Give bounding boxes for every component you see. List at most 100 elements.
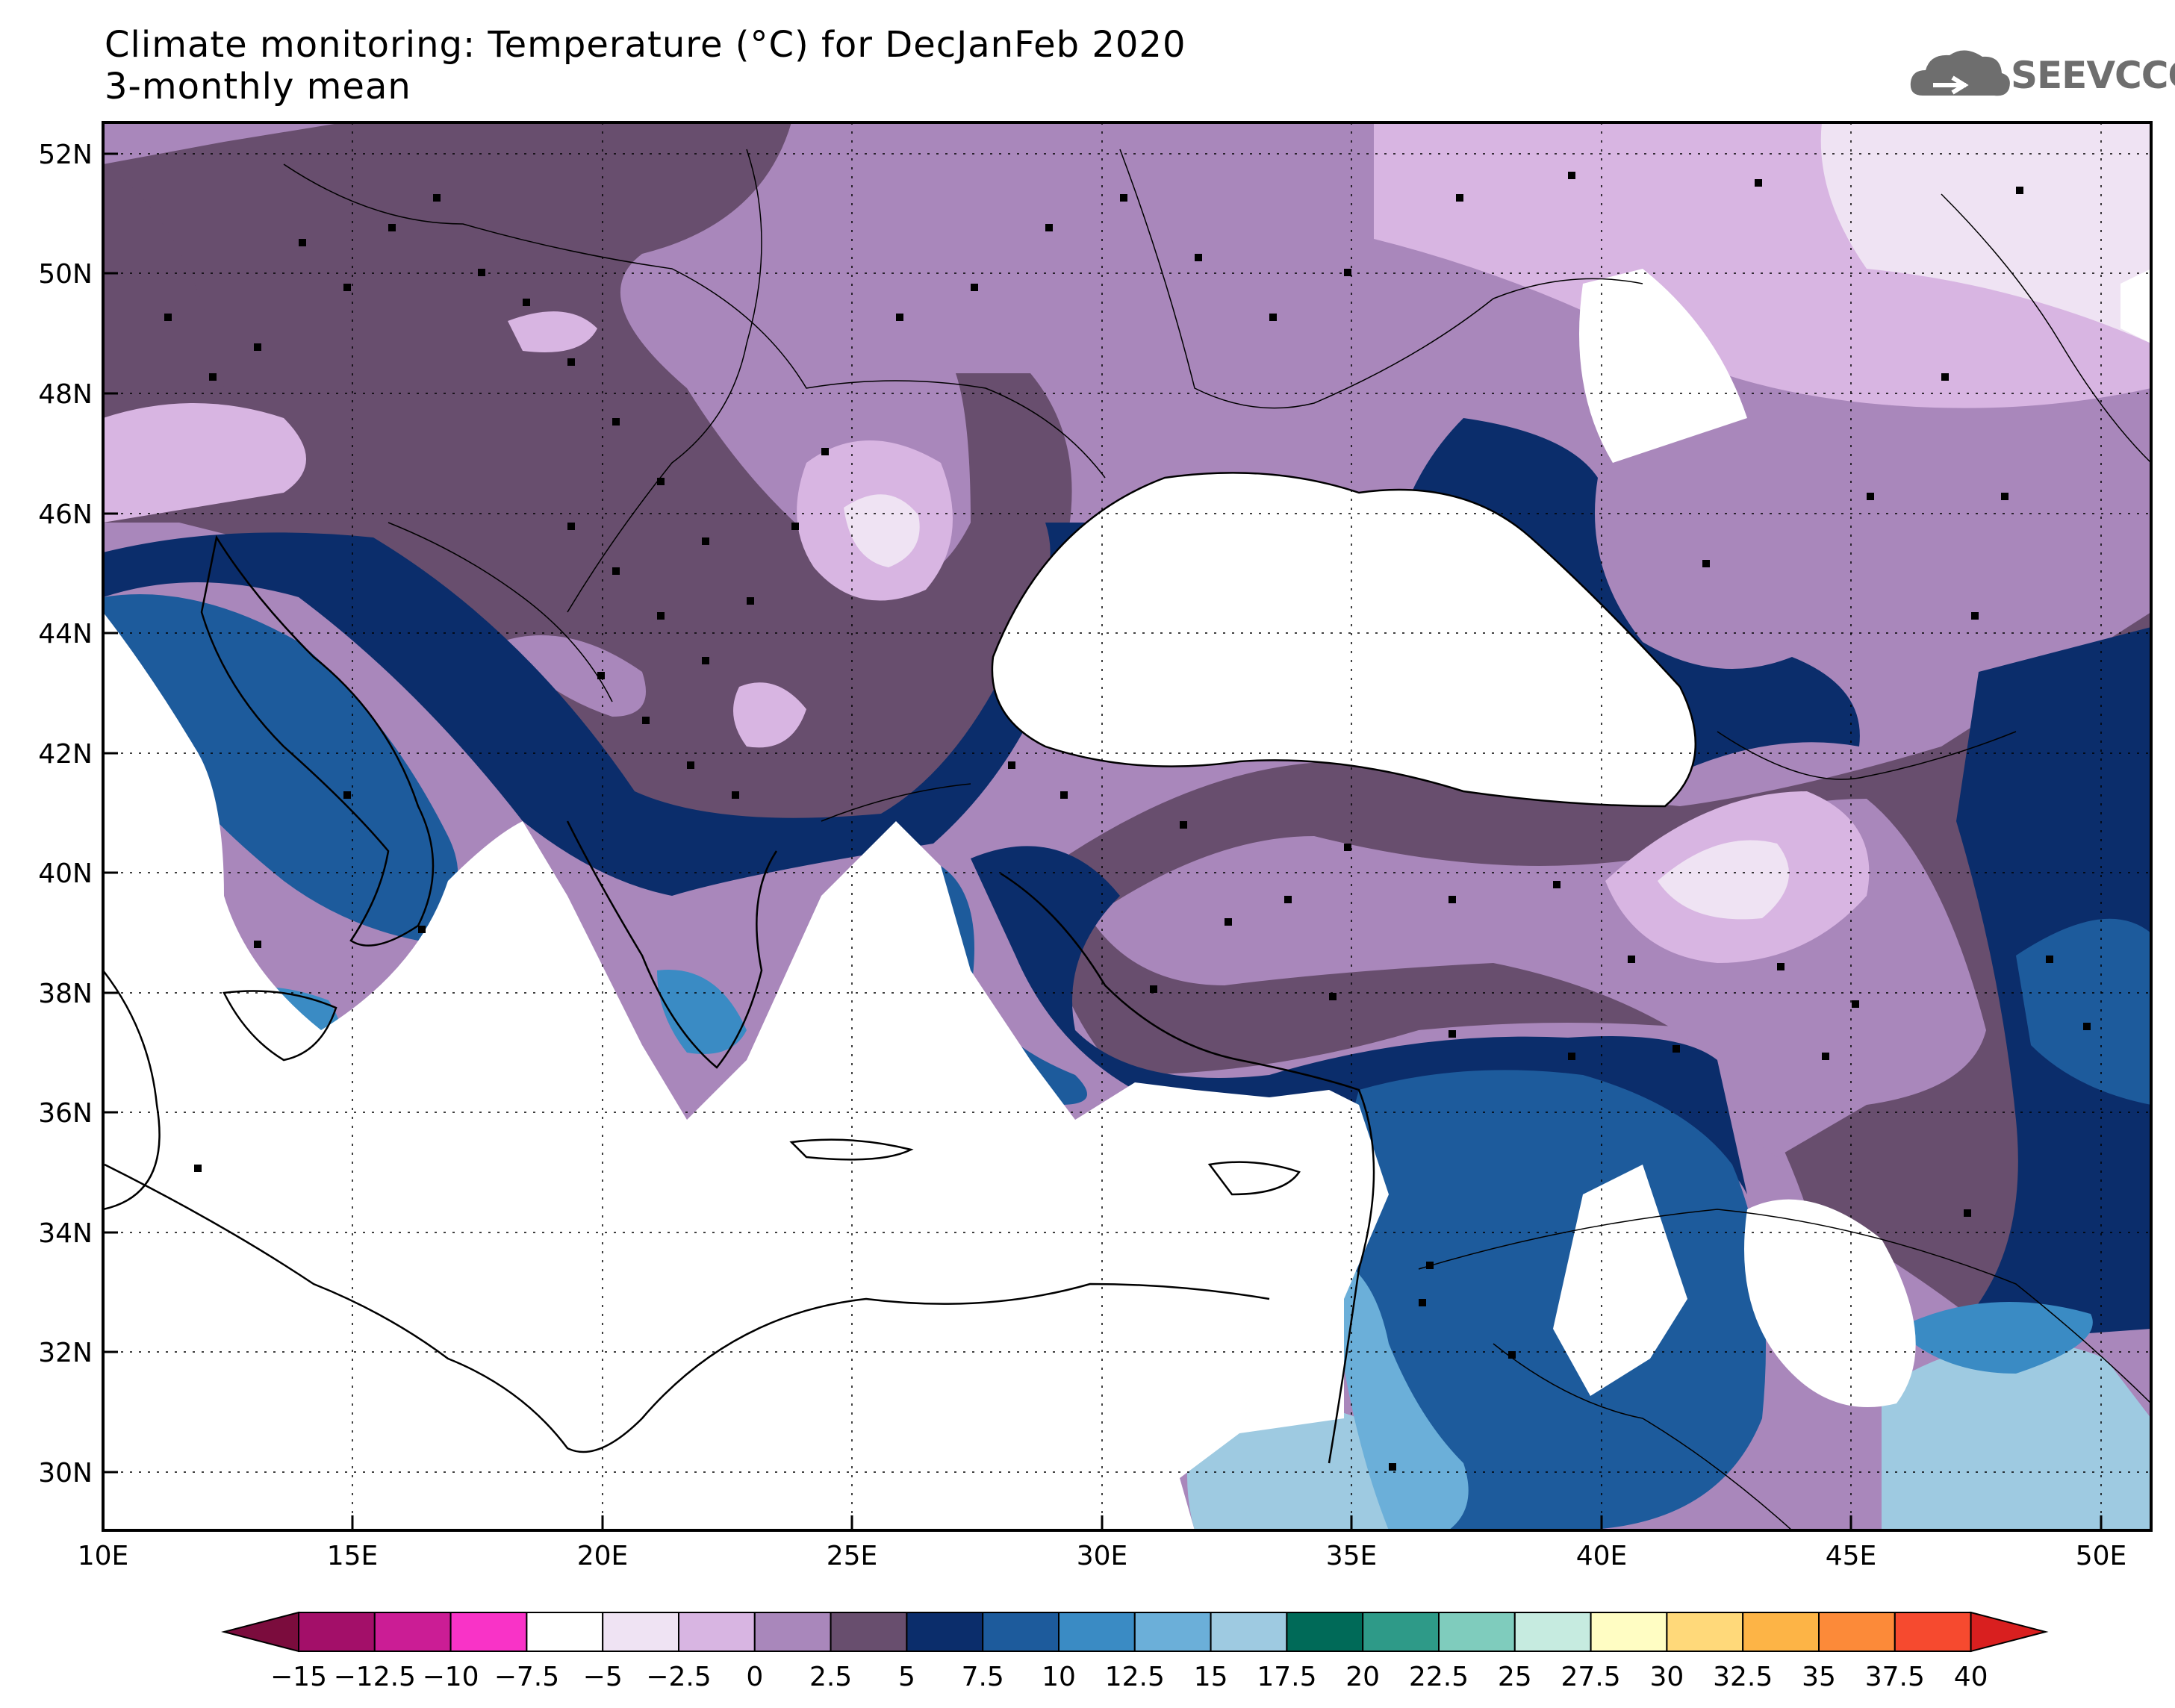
colorbar-segment [678, 1612, 756, 1652]
borders [283, 149, 2151, 1530]
colorbar-label: 40 [1954, 1662, 1988, 1692]
logo-text: SEEVCCC [2011, 54, 2175, 97]
colorbar-segment [1438, 1612, 1516, 1652]
lat-label: 52N [38, 140, 93, 170]
colorbar-label: −15 [270, 1662, 327, 1692]
lat-label: 38N [38, 979, 93, 1009]
lat-labels: 52N 50N 48N 46N 44N 42N 40N 38N 36N 34N … [38, 140, 93, 1489]
colorbar-segment [298, 1612, 376, 1652]
colorbar-label: 15 [1194, 1662, 1228, 1692]
field-15-17.5-gulf [1882, 1341, 2151, 1530]
lon-labels: 10E 15E 20E 25E 30E 35E 40E 45E 50E [78, 1541, 2127, 1571]
lon-label: 35E [1326, 1541, 1378, 1571]
field-lilac-czech [508, 311, 597, 352]
colorbar-segment [1894, 1612, 1972, 1652]
lat-label: 32N [38, 1338, 93, 1368]
colorbar-segment [602, 1612, 680, 1652]
colorbar-segment [449, 1612, 528, 1652]
field-5-7.5-balkan-coast [103, 523, 1090, 896]
colorbar-label: 22.5 [1409, 1662, 1469, 1692]
colorbar-label: 5 [898, 1662, 915, 1692]
no-data-north [1579, 269, 1747, 463]
colorbar-label: −2.5 [646, 1662, 711, 1692]
mediterranean-sea [103, 612, 1389, 1530]
colorbar-segment [830, 1612, 908, 1652]
field-lilac-alps [103, 403, 306, 523]
colorbar-label: 0 [746, 1662, 763, 1692]
colorbar-segment [1133, 1612, 1212, 1652]
tick-marks [103, 152, 2103, 1530]
lat-label: 42N [38, 739, 93, 770]
lon-label: 50E [2076, 1541, 2127, 1571]
colorbar-label: 2.5 [809, 1662, 852, 1692]
lat-label: 36N [38, 1098, 93, 1129]
cloud-logo-icon [1910, 50, 2010, 96]
colorbar-segment [1818, 1612, 1896, 1652]
colorbar-arrow-low [221, 1611, 299, 1653]
field-pale-north-east [1820, 122, 2151, 343]
colorbar-label: 32.5 [1713, 1662, 1773, 1692]
colorbar-segment [1286, 1612, 1364, 1652]
colorbar-segment [1058, 1612, 1136, 1652]
field-7.5-10-italy [103, 594, 458, 941]
colorbar-label: −12.5 [334, 1662, 416, 1692]
lat-label: 50N [38, 259, 93, 290]
lat-label: 34N [38, 1218, 93, 1249]
coastlines [103, 472, 1697, 1464]
colorbar-segment [373, 1612, 452, 1652]
lon-label: 40E [1576, 1541, 1628, 1571]
colorbar-segment [1362, 1612, 1440, 1652]
field-10-12.5-greece [657, 970, 747, 1054]
lon-label: 25E [827, 1541, 878, 1571]
lon-label: 15E [327, 1541, 379, 1571]
colorbar-label: 30 [1649, 1662, 1684, 1692]
title-line-1: Climate monitoring: Temperature (°C) for… [105, 24, 1186, 66]
lon-label: 10E [78, 1541, 129, 1571]
lat-label: 30N [38, 1458, 93, 1489]
lat-label: 44N [38, 619, 93, 649]
colorbar-label: 10 [1042, 1662, 1076, 1692]
colorbar-segment [526, 1612, 604, 1652]
seevccc-logo: SEEVCCC [1908, 42, 2175, 109]
colorbar-label: −5 [583, 1662, 623, 1692]
colorbar-segment [1742, 1612, 1820, 1652]
lon-label: 20E [577, 1541, 629, 1571]
lat-label: 48N [38, 379, 93, 410]
field-lilac-bulgaria [733, 682, 806, 748]
colorbar-segment [1666, 1612, 1744, 1652]
station-markers [164, 172, 2091, 1471]
colorbar-label: 37.5 [1865, 1662, 1925, 1692]
black-sea [992, 473, 1696, 806]
colorbar-label: 7.5 [962, 1662, 1004, 1692]
colorbar-label: −7.5 [494, 1662, 559, 1692]
no-data-edge [2120, 269, 2151, 343]
colorbar-segment [982, 1612, 1060, 1652]
lat-label: 46N [38, 499, 93, 530]
colorbar-segment [753, 1612, 832, 1652]
field-2.5-5-west [103, 164, 224, 418]
colorbar-label: 25 [1498, 1662, 1532, 1692]
field-10-12.5-iraq [1896, 1302, 2093, 1374]
field-12.5-15-israel [1329, 1254, 1469, 1530]
lat-label: 40N [38, 858, 93, 889]
lon-label: 30E [1077, 1541, 1128, 1571]
colorbar-label: 12.5 [1105, 1662, 1165, 1692]
field-7.5-10-levant [1339, 1070, 1766, 1530]
colorbar-segment [1590, 1612, 1668, 1652]
map-frame [102, 121, 2153, 1532]
field-2.5-5-balkans [103, 122, 1072, 844]
colorbar-label: 35 [1802, 1662, 1836, 1692]
field-15-17.5-sinai [1187, 1403, 1404, 1530]
colorbar-arrow-high [1970, 1611, 2049, 1653]
colorbar-label: 20 [1345, 1662, 1380, 1692]
colorbar-segment [1210, 1612, 1288, 1652]
no-data-desert [1553, 1165, 1687, 1396]
field-7.5-10-caspian [2016, 918, 2151, 1105]
title-line-2: 3-monthly mean [105, 66, 411, 107]
colorbar-segment [1513, 1612, 1592, 1652]
field-pale-carpathian [844, 494, 920, 567]
no-data-syria [1744, 1199, 1916, 1407]
colorbar: −15 −12.5 −10 −7.5 −5 −2.5 0 2.5 5 7.5 10 12.5 15 17.… [221, 1611, 2049, 1692]
temperature-field [103, 122, 2151, 1530]
